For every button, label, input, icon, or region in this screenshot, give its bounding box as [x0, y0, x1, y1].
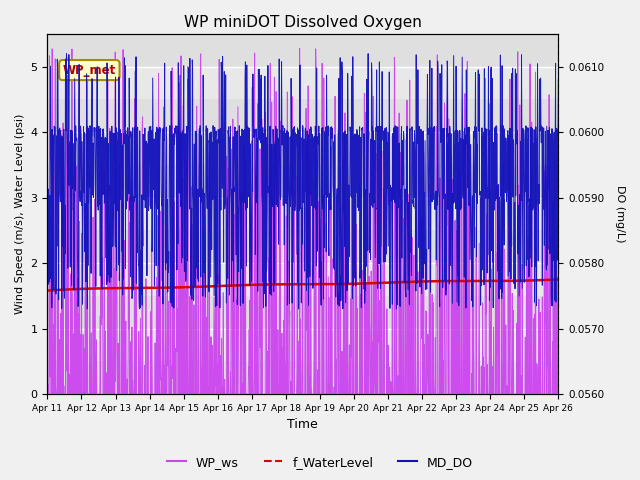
Bar	[47, 230, 558, 263]
Text: WP_met: WP_met	[63, 63, 116, 77]
Bar	[47, 165, 558, 198]
Y-axis label: Wind Speed (m/s), Water Level (psi): Wind Speed (m/s), Water Level (psi)	[15, 114, 25, 314]
Y-axis label: DO (mg/L): DO (mg/L)	[615, 185, 625, 243]
Bar	[47, 361, 558, 394]
X-axis label: Time: Time	[287, 419, 318, 432]
Bar	[47, 34, 558, 67]
Title: WP miniDOT Dissolved Oxygen: WP miniDOT Dissolved Oxygen	[184, 15, 422, 30]
Bar	[47, 99, 558, 132]
Legend: WP_ws, f_WaterLevel, MD_DO: WP_ws, f_WaterLevel, MD_DO	[162, 451, 478, 474]
Bar	[47, 296, 558, 329]
